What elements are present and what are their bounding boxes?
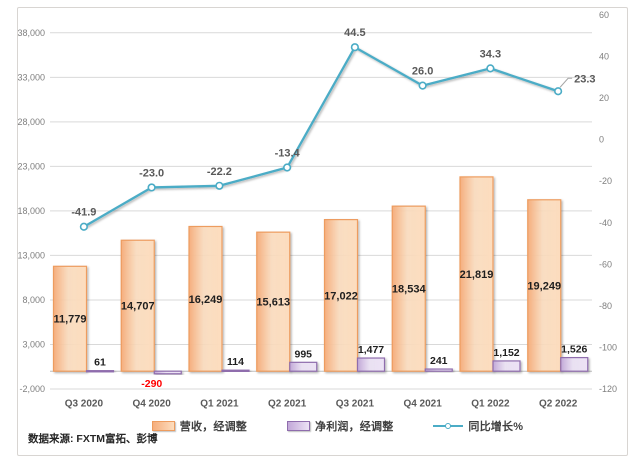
left-axis-tick-label: 8,000: [22, 295, 45, 305]
yoy-line-swatch-icon: [433, 421, 464, 431]
net-profit-value-label: 1,477: [358, 344, 384, 356]
category-label: Q2 2022: [539, 399, 578, 410]
legend-label-revenue: 营收，经调整: [179, 421, 247, 433]
yoy-growth-value-label: 34.3: [480, 48, 501, 60]
net-profit-value-label: 995: [294, 348, 312, 360]
net-profit-value-label: 241: [430, 355, 448, 367]
revenue-bar: [120, 239, 155, 372]
revenue-bar: [459, 176, 494, 372]
right-axis-tick-label: 60: [599, 10, 609, 20]
net-profit-bar: [356, 357, 386, 372]
category-label: Q3 2020: [65, 399, 104, 410]
right-axis-tick-label: 0: [599, 135, 604, 145]
category-label: Q4 2021: [403, 399, 442, 410]
category-label: Q2 2021: [268, 399, 307, 410]
right-axis-tick-label: -120: [599, 384, 617, 394]
legend-item-net-profit: 净利润，经调整: [287, 418, 393, 434]
yoy-growth-marker: [215, 181, 224, 190]
revenue-bar: [323, 219, 359, 372]
label-leader-line: [559, 77, 573, 88]
yoy-growth-value-label: 23.3: [574, 73, 595, 85]
right-axis-tick-label: 20: [599, 93, 609, 103]
right-axis-tick-label: -20: [599, 176, 612, 186]
source-note: 数据来源: FXTM富拓、彭博: [28, 433, 158, 445]
legend-label-net-profit: 净利润，经调整: [315, 421, 394, 433]
revenue-bar: [391, 205, 426, 372]
revenue-value-label: 21,819: [460, 269, 494, 281]
yoy-growth-value-label: -23.0: [139, 167, 164, 179]
left-axis-tick-label: 38,000: [17, 28, 45, 38]
category-label: Q4 2020: [132, 399, 171, 410]
yoy-growth-marker: [418, 81, 427, 90]
revenue-value-label: 18,534: [392, 284, 427, 296]
yoy-growth-value-label: -41.9: [71, 207, 96, 219]
legend-item-revenue: 营收，经调整: [151, 418, 247, 434]
revenue-bar: [52, 265, 88, 372]
net-profit-bar: [289, 361, 318, 372]
yoy-growth-value-label: 44.5: [344, 27, 365, 39]
left-axis-tick-label: 3,000: [22, 339, 45, 349]
revenue-value-label: 19,249: [527, 280, 561, 292]
net-profit-value-label: 61: [94, 357, 106, 369]
left-axis-tick-label: -2,000: [19, 384, 45, 394]
revenue-value-label: 17,022: [324, 290, 358, 302]
revenue-value-label: 16,249: [189, 294, 223, 306]
chart-frame: [17, 7, 628, 456]
yoy-growth-value-label: -13.4: [275, 148, 301, 160]
net-profit-bar: [85, 370, 115, 373]
yoy-growth-marker: [79, 222, 88, 231]
left-axis-tick-label: 18,000: [17, 206, 45, 216]
yoy-growth-marker: [147, 183, 156, 192]
right-axis-tick-label: -60: [599, 259, 612, 269]
revenue-value-label: 15,613: [256, 297, 290, 309]
right-axis-tick-label: -40: [599, 218, 612, 228]
left-axis-tick-label: 28,000: [17, 117, 45, 127]
yoy-growth-marker: [486, 64, 495, 73]
net-profit-swatch-icon: [287, 421, 310, 431]
revenue-value-label: 11,779: [53, 314, 86, 326]
net-profit-value-label: -290: [141, 378, 162, 390]
left-axis-tick-label: 33,000: [17, 72, 45, 82]
category-label: Q1 2022: [471, 399, 510, 410]
yoy-growth-marker: [283, 163, 292, 172]
right-axis-tick-label: -80: [599, 301, 612, 311]
category-label: Q3 2021: [336, 399, 375, 410]
legend-item-yoy-growth: 同比增长%: [433, 418, 523, 434]
yoy-growth-value-label: -22.2: [207, 166, 232, 178]
net-profit-bar: [153, 370, 182, 375]
right-axis-tick-label: 40: [599, 52, 609, 62]
category-label: Q1 2021: [200, 399, 239, 410]
left-axis-tick-label: 23,000: [17, 161, 45, 171]
net-profit-bar: [560, 357, 589, 372]
net-profit-value-label: 1,526: [561, 344, 587, 356]
net-profit-value-label: 1,152: [493, 347, 519, 359]
revenue-swatch-icon: [151, 421, 175, 431]
revenue-bar: [188, 225, 223, 372]
revenue-bar: [256, 231, 291, 372]
legend-label-yoy-growth: 同比增长%: [468, 421, 524, 433]
net-profit-bar: [492, 360, 521, 372]
revenue-value-label: 14,707: [121, 301, 155, 313]
revenue-bar: [527, 199, 562, 372]
yoy-growth-marker: [350, 43, 359, 52]
left-axis-tick-label: 13,000: [17, 250, 45, 260]
yoy-growth-value-label: 26.0: [412, 66, 433, 78]
yoy-growth-marker: [554, 87, 563, 96]
net-profit-value-label: 114: [227, 356, 244, 368]
net-profit-bar: [221, 369, 250, 372]
yoy-marker-sample: [445, 423, 452, 429]
yoy-growth-line: [83, 46, 559, 228]
net-profit-bar: [424, 368, 453, 372]
chart-legend: 营收，经调整 净利润，经调整 同比增长%: [0, 418, 635, 434]
right-axis-tick-label: -100: [599, 342, 617, 352]
